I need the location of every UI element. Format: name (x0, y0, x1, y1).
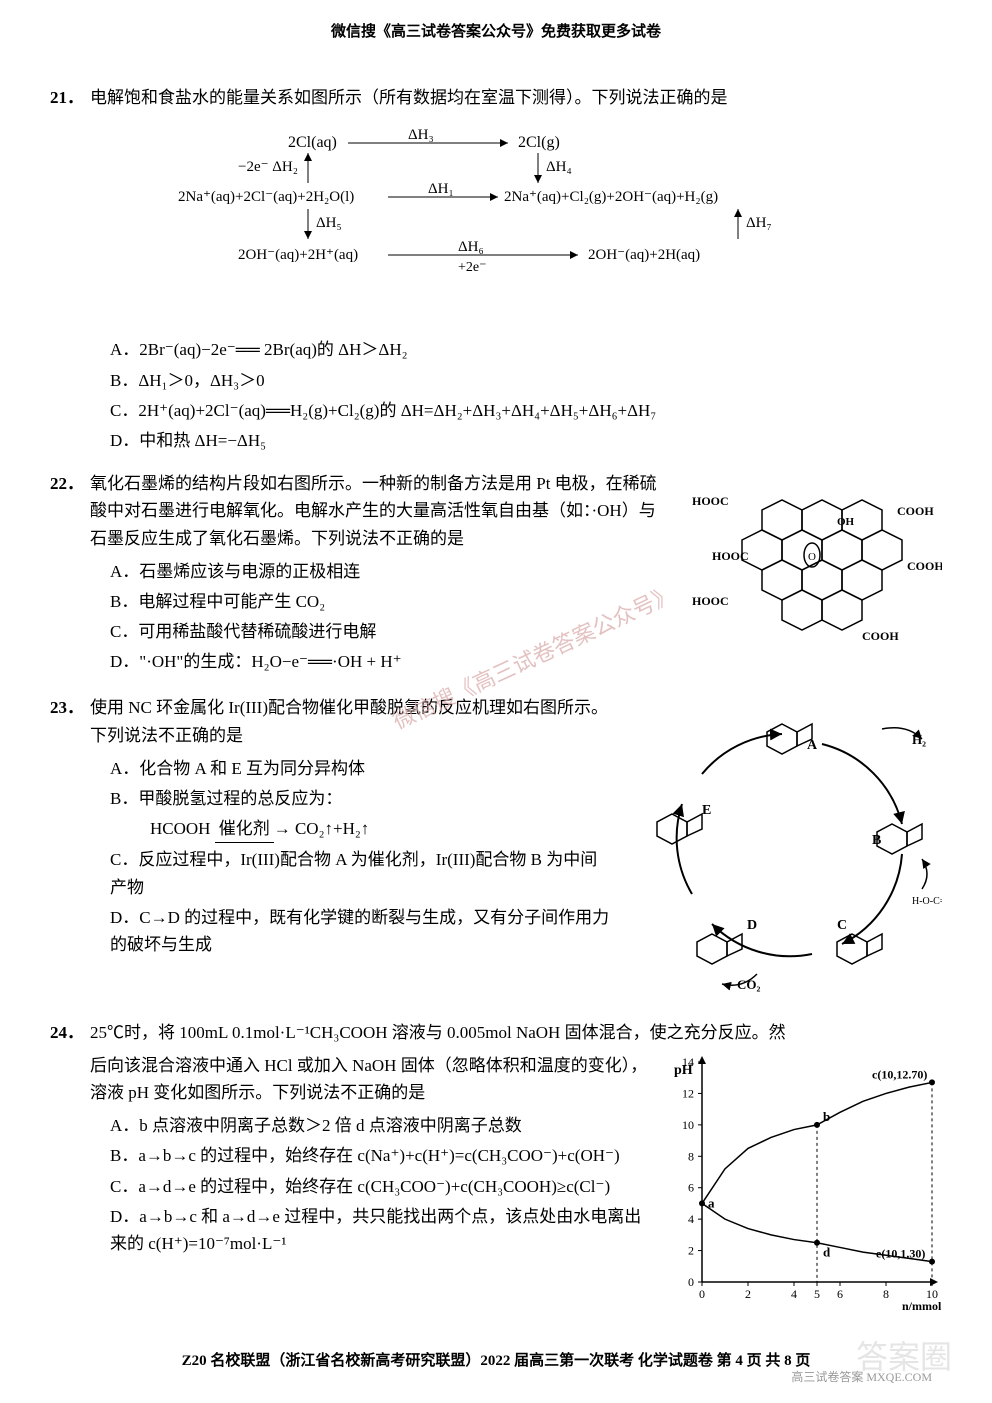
q23-text: 使用 NC 环金属化 Ir(III)配合物催化甲酸脱氢的反应机理如右图所示。下列… (90, 694, 610, 748)
q21-number: 21． (50, 84, 84, 111)
q23-formula: HCOOH 催化剂→ CO₂↑+H₂↑ (90, 815, 610, 843)
d-dh6: ΔH₆ (458, 239, 484, 255)
q22-text: 氧化石墨烯的结构片段如右图所示。一种新的制备方法是用 Pt 电极，在稀硫酸中对石… (90, 470, 670, 552)
svg-text:0: 0 (699, 1287, 705, 1301)
svg-text:6: 6 (837, 1287, 843, 1301)
label-C: C (837, 918, 847, 933)
label-hcooh: H-O-C=O (912, 896, 942, 907)
question-24: 24． 25℃时，将 100mL 0.1mol·L⁻¹CH₃COOH 溶液与 0… (50, 1019, 942, 1320)
q24-optB: B．a→b→c 的过程中，始终存在 c(Na⁺)+c(H⁺)=c(CH₃COO⁻… (90, 1142, 650, 1169)
q22-optD: D．"·OH"的生成：H₂O−e⁻══·OH + H⁺ (90, 648, 670, 675)
q23-optC: C．反应过程中，Ir(III)配合物 A 为催化剂，Ir(III)配合物 B 为… (90, 846, 610, 900)
svg-text:e(10,1.30): e(10,1.30) (876, 1246, 925, 1260)
d-dh1: ΔH₁ (428, 181, 454, 197)
svg-text:pH: pH (674, 1063, 693, 1078)
q24-text-2: 后向该混合溶液中通入 HCl 或加入 NaOH 固体（忽略体积和温度的变化），溶… (90, 1052, 650, 1106)
q24-optC: C．a→d→e 的过程中，始终存在 c(CH₃COO⁻)+c(CH₃COOH)≥… (90, 1173, 650, 1200)
d-2cl-g: 2Cl(g) (518, 134, 560, 151)
svg-text:10: 10 (682, 1118, 694, 1132)
label-B: B (872, 833, 881, 848)
q22-diagram: HOOC COOH COOH HOOC COOH HOOC OH O (682, 470, 942, 678)
page-footer: Z20 名校联盟（浙江省名校新高考研究联盟）2022 届高三第一次联考 化学试题… (0, 1349, 992, 1373)
d-row3-sub: +2e⁻ (458, 260, 487, 275)
q21-diagram: 2Cl(aq) ΔH₃ 2Cl(g) ΔH₄ −2e⁻ ΔH₂ 2Na⁺(aq)… (170, 119, 942, 328)
svg-text:n/mmol: n/mmol (902, 1299, 942, 1312)
q21-optC: C．2H⁺(aq)+2Cl⁻(aq)══H₂(g)+Cl₂(g)的 ΔH=ΔH₂… (90, 397, 942, 424)
label-H2: H₂ (912, 732, 926, 747)
svg-text:8: 8 (883, 1287, 889, 1301)
label-cooh-2: COOH (907, 559, 942, 573)
q22-number: 22． (50, 470, 84, 497)
label-hooc-2: HOOC (692, 594, 729, 608)
label-cooh-3: COOH (862, 629, 899, 643)
svg-text:4: 4 (791, 1287, 797, 1301)
svg-text:5: 5 (814, 1287, 820, 1301)
label-oh: OH (837, 516, 855, 528)
d-row3-right: 2OH⁻(aq)+2H(aq) (588, 247, 700, 263)
d-dh4: ΔH₄ (546, 159, 572, 175)
q22-optA: A．石墨烯应该与电源的正极相连 (90, 558, 670, 585)
label-A: A (807, 738, 818, 753)
q24-number: 24． (50, 1019, 84, 1046)
label-D: D (747, 918, 757, 933)
q23-diagram: A B C D E H₂ CO₂ H-O-C=O (622, 694, 942, 1002)
question-22: 22． 氧化石墨烯的结构片段如右图所示。一种新的制备方法是用 Pt 电极，在稀硫… (50, 470, 942, 678)
q24-optA: A．b 点溶液中阴离子总数＞2 倍 d 点溶液中阴离子总数 (90, 1112, 650, 1139)
d-2cl-aq: 2Cl(aq) (288, 134, 337, 151)
q22-optB: B．电解过程中可能产生 CO₂ (90, 588, 670, 615)
d-row3-left: 2OH⁻(aq)+2H⁺(aq) (238, 247, 358, 263)
svg-text:12: 12 (682, 1086, 694, 1100)
svg-text:4: 4 (688, 1212, 694, 1226)
d-row2-right: 2Na⁺(aq)+Cl₂(g)+2OH⁻(aq)+H₂(g) (504, 189, 718, 205)
svg-text:0: 0 (688, 1275, 694, 1289)
q23-number: 23． (50, 694, 84, 721)
d-dh7: ΔH₇ (746, 215, 772, 231)
question-23: 23． 使用 NC 环金属化 Ir(III)配合物催化甲酸脱氢的反应机理如右图所… (50, 694, 942, 1002)
svg-text:a: a (708, 1195, 715, 1210)
q23-optA: A．化合物 A 和 E 互为同分异构体 (90, 755, 610, 782)
label-cooh-1: COOH (897, 504, 934, 518)
svg-text:8: 8 (688, 1149, 694, 1163)
q23-optD: D．C→D 的过程中，既有化学键的断裂与生成，又有分子间作用力的破坏与生成 (90, 904, 610, 958)
page-header: 微信搜《高三试卷答案公众号》免费获取更多试卷 (50, 20, 942, 44)
svg-text:d: d (823, 1245, 831, 1260)
q24-chart: 0246810121402456810pHn/mmolabc(10,12.70)… (662, 1052, 942, 1320)
q23-optB: B．甲酸脱氢过程的总反应为： (90, 785, 610, 812)
q21-text: 电解饱和食盐水的能量关系如图所示（所有数据均在室温下测得）。下列说法正确的是 (90, 84, 942, 111)
question-21: 21． 电解饱和食盐水的能量关系如图所示（所有数据均在室温下测得）。下列说法正确… (50, 84, 942, 454)
d-dh3: ΔH₃ (408, 127, 434, 143)
q21-optD: D．中和热 ΔH=−ΔH₅ (90, 427, 942, 454)
svg-text:2: 2 (688, 1243, 694, 1257)
label-hooc-1: HOOC (692, 494, 729, 508)
q21-optA: A．2Br⁻(aq)−2e⁻══ 2Br(aq)的 ΔH＞ΔH₂ (90, 336, 942, 363)
q22-optC: C．可用稀盐酸代替稀硫酸进行电解 (90, 618, 670, 645)
q24-optD: D．a→b→c 和 a→d→e 过程中，共只能找出两个点，该点处由水电离出来的 … (90, 1203, 650, 1257)
d-dh5: ΔH₅ (316, 215, 342, 231)
label-E: E (702, 803, 711, 818)
q21-optB: B．ΔH₁＞0，ΔH₃＞0 (90, 367, 942, 394)
q24-text-1: 25℃时，将 100mL 0.1mol·L⁻¹CH₃COOH 溶液与 0.005… (90, 1019, 942, 1046)
label-o: O (808, 551, 816, 563)
svg-text:6: 6 (688, 1181, 694, 1195)
d-row2-left: 2Na⁺(aq)+2Cl⁻(aq)+2H₂O(l) (178, 189, 354, 205)
svg-text:b: b (823, 1109, 830, 1124)
svg-text:c(10,12.70): c(10,12.70) (872, 1067, 927, 1081)
label-hooc-3: HOOC (712, 549, 749, 563)
svg-text:2: 2 (745, 1287, 751, 1301)
d-dh2: −2e⁻ ΔH₂ (238, 159, 298, 175)
